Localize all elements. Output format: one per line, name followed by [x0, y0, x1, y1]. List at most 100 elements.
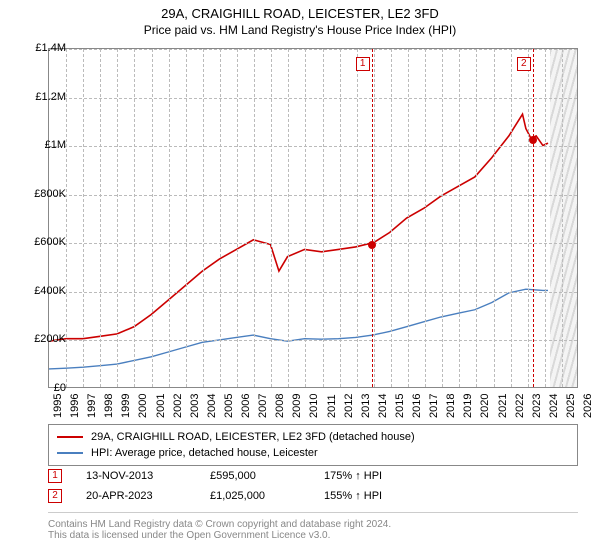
x-axis-label: 2002: [172, 394, 184, 418]
x-axis-label: 2021: [497, 394, 509, 418]
y-axis-label: £600K: [34, 236, 66, 248]
x-axis-label: 1998: [103, 394, 115, 418]
x-axis-label: 2004: [206, 394, 218, 418]
gridline-v: [152, 49, 153, 387]
gridline-v: [117, 49, 118, 387]
x-axis-label: 2005: [223, 394, 235, 418]
x-axis-label: 2024: [548, 394, 560, 418]
x-axis-label: 2011: [326, 394, 338, 418]
annotation-price: £1,025,000: [210, 490, 300, 502]
annotation-delta: 155% ↑ HPI: [324, 490, 382, 502]
gridline-v: [220, 49, 221, 387]
gridline-v: [271, 49, 272, 387]
title-block: 29A, CRAIGHILL ROAD, LEICESTER, LE2 3FD …: [0, 0, 600, 37]
chart-subtitle: Price paid vs. HM Land Registry's House …: [0, 23, 600, 37]
legend-label: 29A, CRAIGHILL ROAD, LEICESTER, LE2 3FD …: [91, 431, 415, 443]
legend-label: HPI: Average price, detached house, Leic…: [91, 447, 318, 459]
x-axis-label: 2001: [155, 394, 167, 418]
x-axis-label: 2010: [308, 394, 320, 418]
x-axis-label: 2026: [582, 394, 594, 418]
annotation-delta: 175% ↑ HPI: [324, 470, 382, 482]
gridline-h: [49, 340, 577, 341]
gridline-v: [391, 49, 392, 387]
x-axis-label: 2006: [240, 394, 252, 418]
x-axis-label: 2013: [360, 394, 372, 418]
annotation-row: 1 13-NOV-2013 £595,000 175% ↑ HPI: [48, 466, 578, 486]
x-axis-label: 2018: [445, 394, 457, 418]
x-axis-label: 1995: [52, 394, 64, 418]
chart-title: 29A, CRAIGHILL ROAD, LEICESTER, LE2 3FD: [0, 6, 600, 21]
x-axis-label: 2017: [428, 394, 440, 418]
gridline-h: [49, 243, 577, 244]
legend: 29A, CRAIGHILL ROAD, LEICESTER, LE2 3FD …: [48, 424, 578, 466]
annotation-date: 13-NOV-2013: [86, 470, 186, 482]
gridline-v: [425, 49, 426, 387]
x-axis-label: 2003: [189, 394, 201, 418]
x-axis-label: 2012: [343, 394, 355, 418]
gridline-v: [237, 49, 238, 387]
x-axis-label: 2015: [394, 394, 406, 418]
gridline-v: [494, 49, 495, 387]
y-axis-label: £200K: [34, 333, 66, 345]
marker-dot: [529, 136, 537, 144]
gridline-v: [169, 49, 170, 387]
gridline-v: [545, 49, 546, 387]
gridline-v: [288, 49, 289, 387]
annotation-id-box: 2: [48, 489, 62, 503]
reference-line: [372, 49, 373, 387]
gridline-h: [49, 195, 577, 196]
reference-box: 2: [517, 57, 531, 71]
x-axis-label: 2016: [411, 394, 423, 418]
gridline-v: [323, 49, 324, 387]
x-axis-label: 2014: [377, 394, 389, 418]
y-axis-label: £1.2M: [35, 91, 66, 103]
credits-line1: Contains HM Land Registry data © Crown c…: [48, 519, 578, 530]
gridline-v: [100, 49, 101, 387]
legend-swatch: [57, 436, 83, 438]
chart-area: 12: [48, 48, 578, 388]
x-axis-label: 2023: [531, 394, 543, 418]
credits: Contains HM Land Registry data © Crown c…: [48, 512, 578, 541]
gridline-v: [511, 49, 512, 387]
reference-box: 1: [356, 57, 370, 71]
legend-swatch: [57, 452, 83, 454]
y-axis-label: £400K: [34, 285, 66, 297]
y-axis-label: £1.4M: [35, 42, 66, 54]
x-axis-label: 2008: [274, 394, 286, 418]
y-axis-label: £1M: [45, 139, 66, 151]
gridline-v: [186, 49, 187, 387]
gridline-v: [476, 49, 477, 387]
x-axis-label: 2019: [462, 394, 474, 418]
gridline-v: [66, 49, 67, 387]
credits-line2: This data is licensed under the Open Gov…: [48, 530, 578, 541]
annotation-id-box: 1: [48, 469, 62, 483]
gridline-v: [203, 49, 204, 387]
series-line-price_paid: [49, 114, 548, 341]
gridline-v: [442, 49, 443, 387]
gridline-h: [49, 49, 577, 50]
x-axis-label: 2009: [291, 394, 303, 418]
annotation-row: 2 20-APR-2023 £1,025,000 155% ↑ HPI: [48, 486, 578, 506]
gridline-v: [528, 49, 529, 387]
annotation-date: 20-APR-2023: [86, 490, 186, 502]
x-axis-label: 2022: [514, 394, 526, 418]
x-axis-label: 2007: [257, 394, 269, 418]
gridline-v: [83, 49, 84, 387]
gridline-h: [49, 146, 577, 147]
y-axis-label: £800K: [34, 188, 66, 200]
legend-row: HPI: Average price, detached house, Leic…: [57, 445, 569, 461]
chart-container: 29A, CRAIGHILL ROAD, LEICESTER, LE2 3FD …: [0, 0, 600, 560]
annotation-price: £595,000: [210, 470, 300, 482]
gridline-v: [374, 49, 375, 387]
chart-svg: [49, 49, 577, 387]
x-axis-label: 1997: [86, 394, 98, 418]
y-axis-label: £0: [54, 382, 66, 394]
x-axis-label: 1996: [69, 394, 81, 418]
gridline-v: [134, 49, 135, 387]
annotations-table: 1 13-NOV-2013 £595,000 175% ↑ HPI 2 20-APR-20…: [48, 466, 578, 506]
legend-row: 29A, CRAIGHILL ROAD, LEICESTER, LE2 3FD …: [57, 429, 569, 445]
gridline-h: [49, 292, 577, 293]
gridline-v: [340, 49, 341, 387]
gridline-v: [408, 49, 409, 387]
series-line-hpi: [49, 289, 548, 369]
